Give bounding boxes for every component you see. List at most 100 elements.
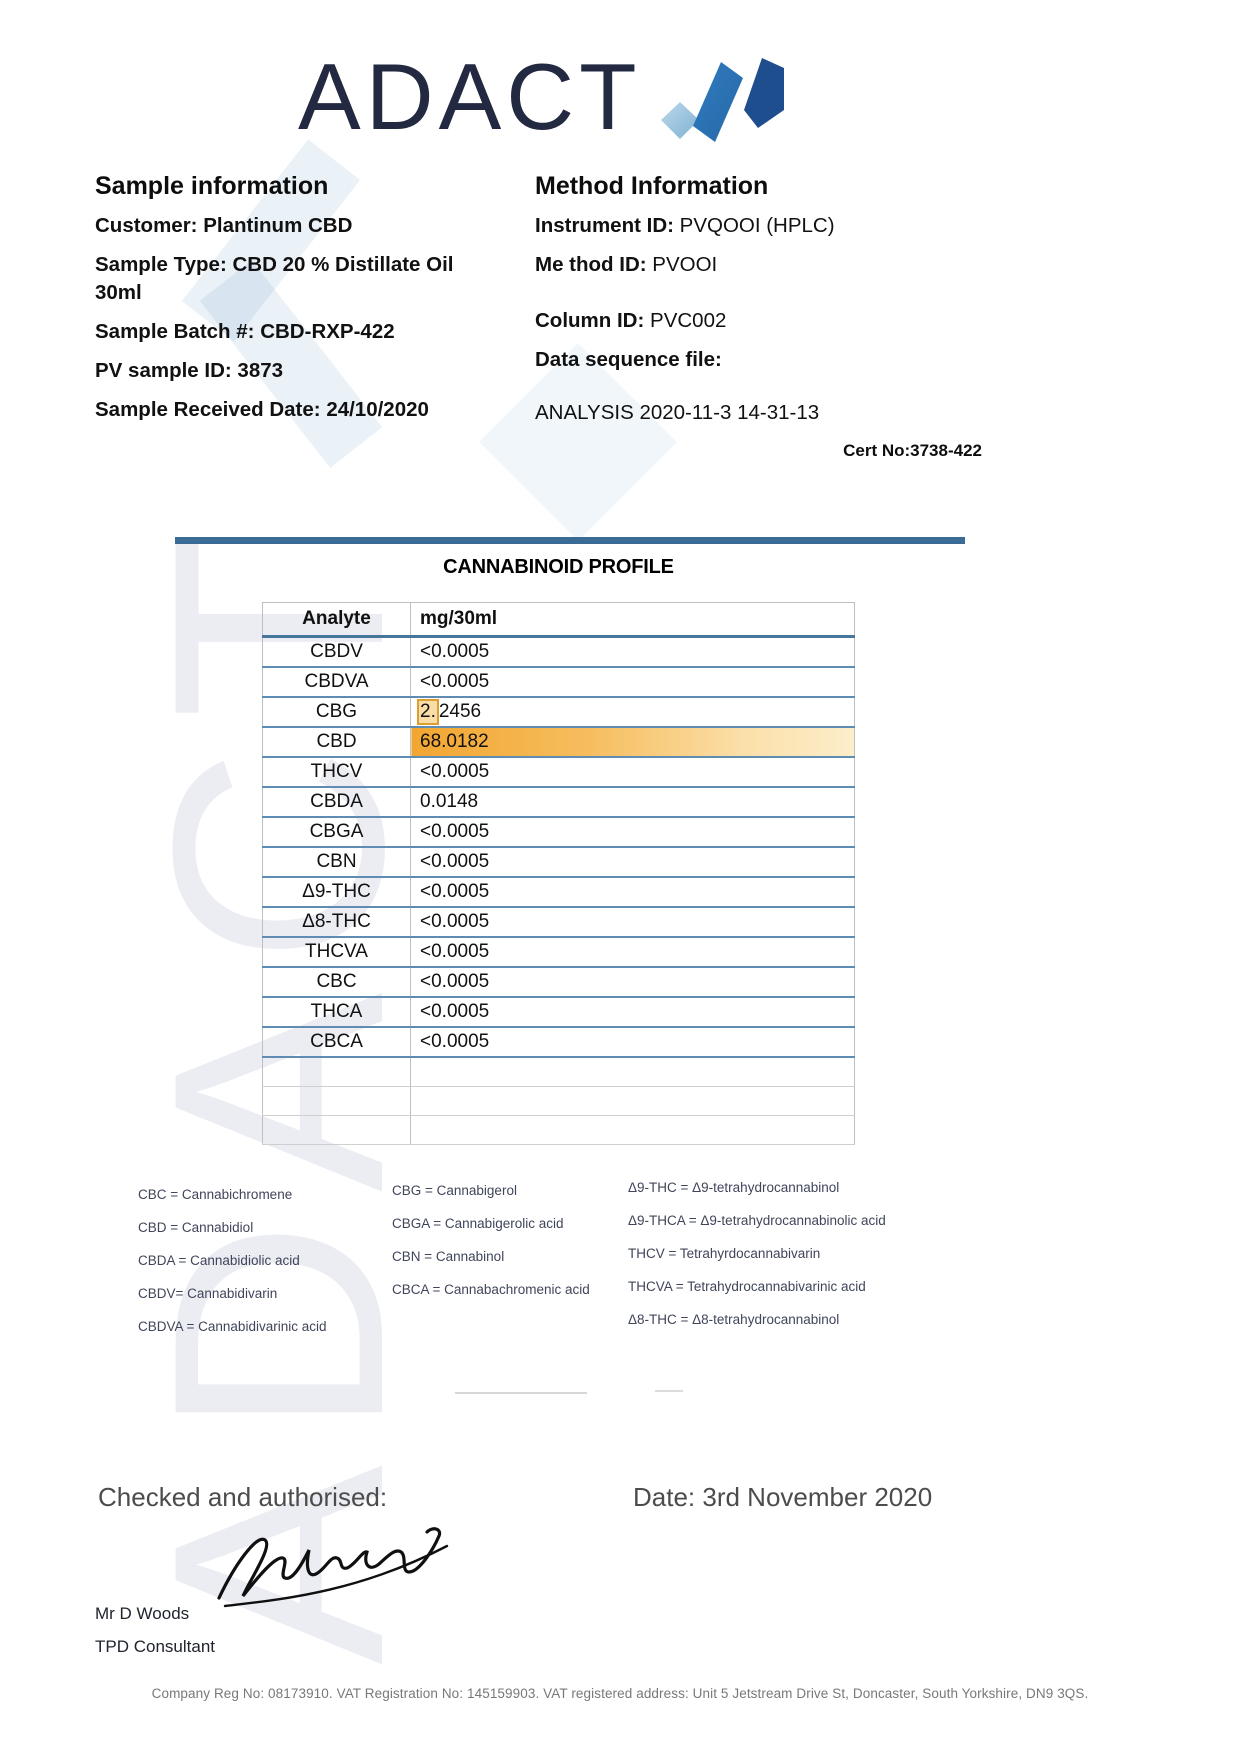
signature-image: [217, 1527, 449, 1608]
table-row: CBC <0.0005: [262, 967, 855, 998]
value-cell: <0.0005: [410, 636, 855, 668]
legend-entry: CBDA = Cannabidiolic acid: [138, 1253, 300, 1268]
table-row: Δ8-THC <0.0005: [262, 907, 855, 938]
table-row: THCVA <0.0005: [262, 937, 855, 968]
legend-column-2: CBG = Cannabigerol CBGA = Cannabigerolic …: [392, 1184, 590, 1316]
info-field: Data sequence file:: [535, 346, 985, 374]
table-row: [262, 1086, 855, 1116]
section-divider-bar: [175, 537, 965, 544]
legend-column-1: CBC = Cannabichromene CBD = Cannabidiol CB…: [138, 1188, 326, 1353]
amount-column-header: mg/30ml: [410, 602, 855, 638]
value-cell: [410, 1115, 855, 1145]
signatory-name: Mr D Woods: [95, 1604, 190, 1623]
analyte-cell: [262, 1086, 411, 1116]
legend-entry: THCV = Tetrahyrdocannabivarin: [628, 1246, 821, 1261]
legend-entry: CBDVA = Cannabidivarinic acid: [138, 1319, 327, 1334]
analyte-cell: CBG: [262, 697, 411, 728]
method-info-title: Method Information: [535, 172, 769, 200]
info-field: Me thod ID: PVOOI: [535, 251, 985, 279]
field-label: Sample Type:: [95, 253, 227, 276]
table-row: CBDVA <0.0005: [262, 667, 855, 698]
value-cell: <0.0005: [410, 877, 855, 908]
field-label: Customer:: [95, 214, 198, 237]
method-info-fields: Instrument ID: PVQOOI (HPLC) Me thod ID:…: [535, 212, 985, 385]
field-label: Instrument ID:: [535, 214, 674, 237]
diamond-light-icon: [660, 102, 699, 139]
value-cell: <0.0005: [410, 907, 855, 938]
value-cell: <0.0005: [410, 967, 855, 998]
legend-entry: Δ9-THC = Δ9-tetrahydrocannabinol: [628, 1180, 840, 1195]
logo: ADACT: [298, 50, 784, 144]
analyte-cell: Δ9-THC: [262, 877, 411, 908]
cannabinoid-table: Analyte mg/30ml CBDV <0.0005 CBDVA <0.00…: [262, 602, 855, 1145]
analyte-cell: CBN: [262, 847, 411, 878]
info-field: Instrument ID: PVQOOI (HPLC): [535, 212, 985, 240]
legend-column-3: Δ9-THC = Δ9-tetrahydrocannabinol Δ9-THCA …: [628, 1181, 886, 1346]
legend-entry: Δ8-THC = Δ8-tetrahydrocannabinol: [628, 1312, 840, 1327]
value-cell: 68.0182: [410, 727, 855, 758]
value-cell: <0.0005: [410, 847, 855, 878]
field-value: Plantinum CBD: [203, 214, 353, 237]
cannabinoid-profile-title: CANNABINOID PROFILE: [443, 556, 674, 578]
value-cell: 2. 2456: [410, 697, 855, 728]
analyte-cell: CBDA: [262, 787, 411, 818]
table-row: CBDA 0.0148: [262, 787, 855, 818]
signatory-role: TPD Consultant: [95, 1637, 215, 1656]
scan-artifact-dash: [655, 1390, 683, 1392]
legend-entry: CBGA = Cannabigerolic acid: [392, 1216, 564, 1231]
analyte-cell: Δ8-THC: [262, 907, 411, 938]
value-cell: <0.0005: [410, 757, 855, 788]
analyte-cell: CBCA: [262, 1027, 411, 1058]
table-row: THCV <0.0005: [262, 757, 855, 788]
table-row: Δ9-THC <0.0005: [262, 877, 855, 908]
field-label: PV sample ID:: [95, 359, 232, 382]
value-cell: <0.0005: [410, 817, 855, 848]
cert-number: Cert No:3738-422: [843, 441, 982, 460]
field-value: CBD-RXP-422: [260, 320, 395, 343]
legend-entry: CBN = Cannabinol: [392, 1249, 505, 1264]
company-registration-footer: Company Reg No: 08173910. VAT Registrati…: [151, 1686, 1089, 1701]
table-row: CBG 2. 2456: [262, 697, 855, 728]
field-label: Me thod ID:: [535, 253, 647, 276]
analyte-cell: THCV: [262, 757, 411, 788]
analyte-cell: THCA: [262, 997, 411, 1028]
legend-entry: CBDV= Cannabidivarin: [138, 1286, 278, 1301]
info-field: Sample Batch #: CBD-RXP-422: [95, 318, 503, 346]
highlight-box: 2.: [417, 699, 439, 725]
authorisation-date: Date: 3rd November 2020: [633, 1482, 933, 1512]
bar-dark-icon: [743, 58, 784, 128]
field-value: 3873: [237, 359, 284, 382]
field-label: Column ID:: [535, 309, 645, 332]
analyte-cell: CBGA: [262, 817, 411, 848]
analyte-cell: CBDVA: [262, 667, 411, 698]
info-field: Customer: Plantinum CBD: [95, 212, 503, 240]
field-label: Sample Received Date:: [95, 398, 321, 421]
table-row: [262, 1115, 855, 1145]
sample-info-fields: Customer: Plantinum CBD Sample Type: CBD…: [95, 212, 503, 435]
table-row: THCA <0.0005: [262, 997, 855, 1028]
value-cell: 0.0148: [410, 787, 855, 818]
legend-entry: Δ9-THCA = Δ9-tetrahydrocannabinolic acid: [628, 1213, 886, 1228]
sequence-file-name: ANALYSIS 2020-11-3 14-31-13: [535, 401, 820, 424]
table-row: CBDV <0.0005: [262, 636, 855, 668]
analyte-cell: CBDV: [262, 636, 411, 668]
legend-entry: CBD = Cannabidiol: [138, 1220, 254, 1235]
value-cell: <0.0005: [410, 937, 855, 968]
data-sequence-value: ANALYSIS 2020-11-3 14-31-13: [535, 396, 985, 427]
table-row: CBN <0.0005: [262, 847, 855, 878]
table-row: [262, 1057, 855, 1087]
info-field: Sample Received Date: 24/10/2020: [95, 396, 503, 424]
table-row: CBD 68.0182: [262, 727, 855, 758]
value-cell: [410, 1086, 855, 1116]
value-cell: <0.0005: [410, 1027, 855, 1058]
legend-entry: CBC = Cannabichromene: [138, 1187, 293, 1202]
analyte-column-header: Analyte: [262, 602, 411, 638]
table-row: CBGA <0.0005: [262, 817, 855, 848]
analyte-cell: [262, 1057, 411, 1087]
analyte-cell: CBD: [262, 727, 411, 758]
field-label: Data sequence file:: [535, 348, 722, 371]
value-cell: [410, 1057, 855, 1087]
field-label: Sample Batch #:: [95, 320, 255, 343]
value-cell: <0.0005: [410, 997, 855, 1028]
